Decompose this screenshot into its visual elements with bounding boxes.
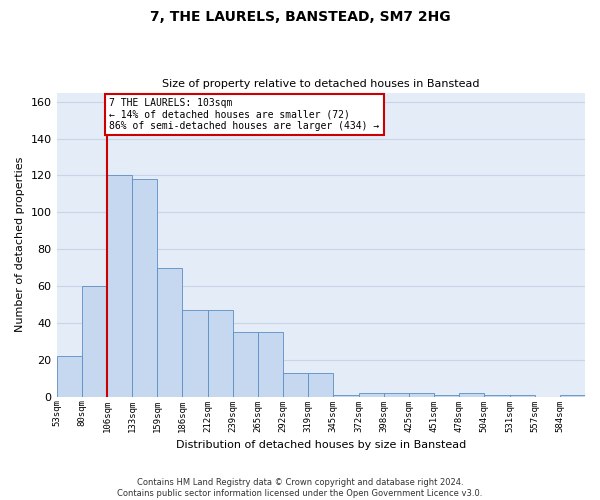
Bar [107, 176, 132, 396]
Bar [208, 310, 233, 396]
Text: 7 THE LAURELS: 103sqm
← 14% of detached houses are smaller (72)
86% of semi-deta: 7 THE LAURELS: 103sqm ← 14% of detached … [109, 98, 380, 132]
Text: 7, THE LAURELS, BANSTEAD, SM7 2HG: 7, THE LAURELS, BANSTEAD, SM7 2HG [149, 10, 451, 24]
Bar [258, 332, 283, 396]
Y-axis label: Number of detached properties: Number of detached properties [15, 157, 25, 332]
Bar [409, 393, 434, 396]
Bar [334, 395, 359, 396]
X-axis label: Distribution of detached houses by size in Banstead: Distribution of detached houses by size … [176, 440, 466, 450]
Bar [383, 393, 409, 396]
Bar [56, 356, 82, 397]
Text: Contains HM Land Registry data © Crown copyright and database right 2024.
Contai: Contains HM Land Registry data © Crown c… [118, 478, 482, 498]
Title: Size of property relative to detached houses in Banstead: Size of property relative to detached ho… [162, 79, 479, 89]
Bar [484, 395, 509, 396]
Bar [283, 372, 308, 396]
Bar [132, 179, 157, 396]
Bar [82, 286, 107, 397]
Bar [459, 393, 484, 396]
Bar [308, 372, 334, 396]
Bar [434, 395, 459, 396]
Bar [509, 395, 535, 396]
Bar [233, 332, 258, 396]
Bar [560, 395, 585, 396]
Bar [182, 310, 208, 396]
Bar [359, 393, 383, 396]
Bar [157, 268, 182, 396]
